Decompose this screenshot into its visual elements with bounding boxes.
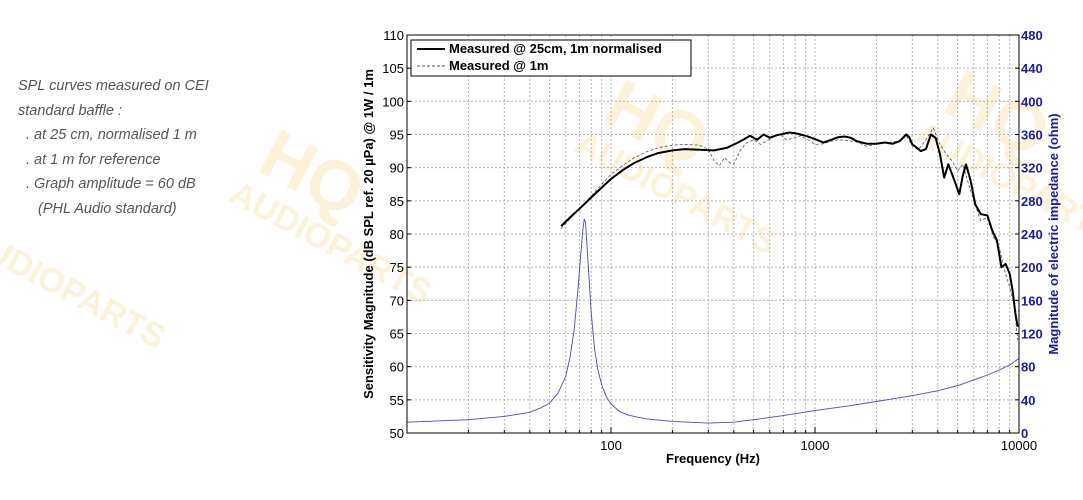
y-tick-label: 65 (390, 327, 404, 342)
y2-tick-label: 80 (1021, 360, 1035, 375)
y-axis-title: Sensitivity Magnitude (dB SPL ref. 20 µP… (361, 69, 376, 399)
y-tick-label: 75 (390, 260, 404, 275)
y-tick-label: 80 (390, 227, 404, 242)
axis-ticks: 50 55 60 65 70 75 80 85 90 95 100 105 110 0 40 80 120 160… (382, 28, 1042, 453)
y-tick-label: 110 (383, 28, 404, 43)
series-line-1 (560, 127, 1019, 341)
measurement-notes: SPL curves measured on CEI standard baff… (18, 74, 318, 221)
y2-tick-label: 160 (1021, 293, 1043, 308)
x-axis-title: Frequency (Hz) (666, 451, 760, 466)
note-line-6: (PHL Audio standard) (38, 200, 177, 217)
note-line-3: . at 25 cm, normalised 1 m (26, 127, 197, 143)
y2-tick-label: 400 (1021, 94, 1043, 109)
y2-tick-label: 480 (1021, 28, 1043, 43)
x-tick-label: 100 (600, 438, 622, 453)
legend-box (410, 39, 692, 77)
note-line-1: SPL curves measured on CEI (18, 78, 209, 94)
y2-tick-label: 200 (1021, 260, 1043, 275)
y2-tick-label: 240 (1021, 227, 1043, 242)
y2-tick-label: 320 (1021, 161, 1043, 176)
y2-tick-label: 120 (1021, 327, 1043, 342)
legend: Measured @ 25cm, 1m normalised Measured … (410, 39, 692, 77)
y2-tick-label: 40 (1021, 393, 1035, 408)
y2-tick-label: 360 (1021, 128, 1043, 143)
y-tick-label: 60 (390, 360, 404, 375)
legend-label-measured-1m: Measured @ 1m (449, 58, 548, 73)
y-tick-label: 85 (390, 194, 404, 209)
y-tick-label: 105 (382, 61, 404, 76)
watermark-layer: HQ AUDIOPARTS HQ AUDIOPARTS HQ AUDIOPART… (0, 54, 1083, 357)
y2-tick-label: 280 (1021, 194, 1043, 209)
series-line-0 (560, 131, 1019, 328)
note-line-5: . Graph amplitude = 60 dB (26, 176, 196, 192)
y-tick-label: 100 (382, 94, 404, 109)
y-tick-label: 50 (390, 426, 404, 441)
y-tick-label: 90 (390, 161, 404, 176)
series-layer (406, 127, 1020, 424)
y-tick-label: 70 (390, 293, 404, 308)
y-tick-label: 95 (390, 128, 404, 143)
note-line-4: . at 1 m for reference (26, 151, 161, 168)
y2-axis-title: Magnitude of electric impedance (ohm) (1046, 113, 1061, 354)
x-tick-label: 1000 (801, 438, 830, 453)
y2-tick-label: 0 (1021, 426, 1028, 441)
y2-tick-label: 440 (1021, 61, 1043, 76)
grid-lines (407, 35, 1019, 433)
y-tick-label: 55 (390, 393, 404, 408)
x-tick-label: 10000 (1001, 438, 1037, 453)
note-line-2: standard baffle : (18, 102, 122, 119)
legend-label-measured-25cm: Measured @ 25cm, 1m normalised (449, 41, 662, 56)
series-line-2 (406, 218, 1020, 424)
watermark-sub: AUDIOPARTS (0, 219, 172, 357)
